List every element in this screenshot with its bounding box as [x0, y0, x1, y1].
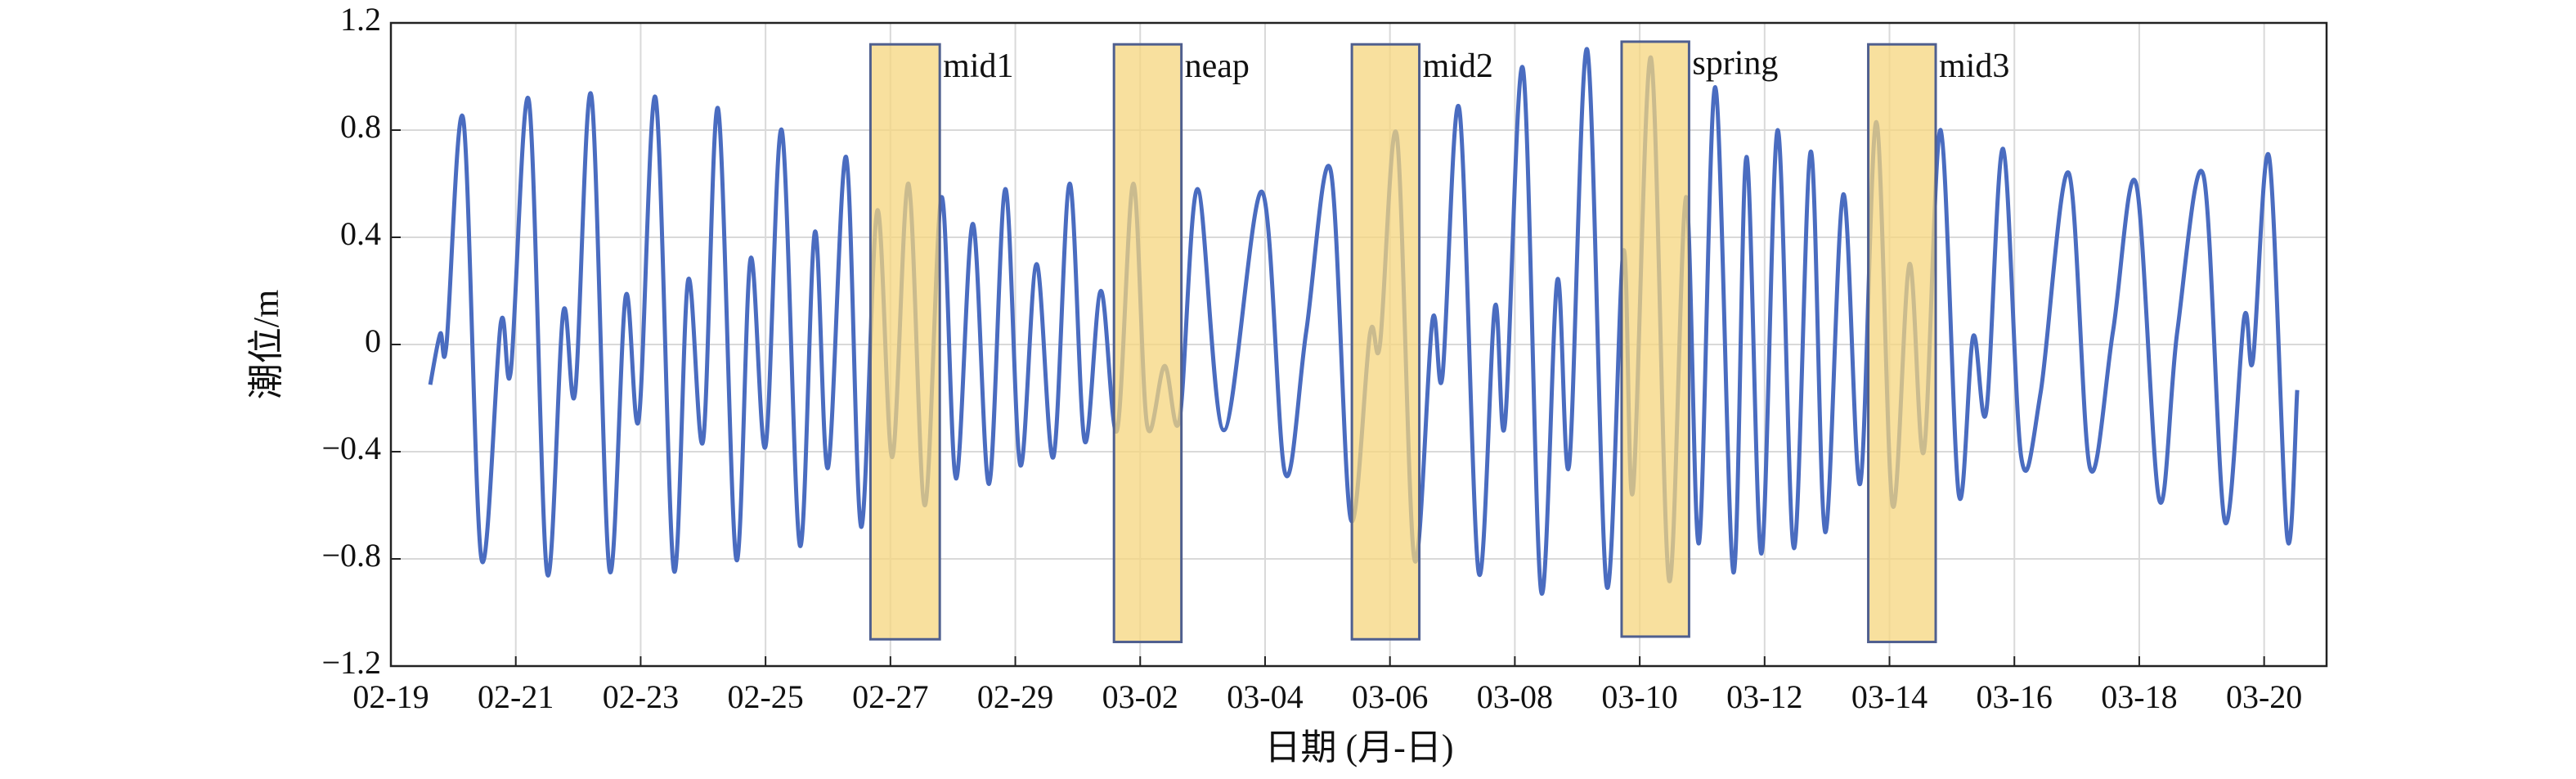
period-box	[868, 43, 941, 641]
period-box	[1350, 43, 1421, 641]
period-box	[1112, 43, 1183, 644]
x-tick-label: 03-16	[1977, 678, 2053, 715]
x-tick-label: 03-14	[1851, 678, 1928, 715]
y-tick-label: −0.4	[321, 430, 381, 466]
x-tick-label: 02-21	[478, 678, 554, 715]
period-box	[1620, 40, 1690, 638]
x-tick-label: 03-18	[2101, 678, 2177, 715]
y-axis-title: 潮位/m	[246, 290, 286, 399]
x-tick-label: 03-02	[1102, 678, 1178, 715]
x-tick-label: 03-08	[1477, 678, 1553, 715]
x-axis-title: 日期 (月-日)	[1265, 727, 1454, 768]
plot-frame	[389, 21, 2328, 668]
y-tick-label: −0.8	[321, 537, 381, 574]
period-label: mid3	[1939, 47, 2009, 85]
y-tick-label: 0	[365, 322, 381, 359]
x-tick-label: 02-23	[603, 678, 679, 715]
x-tick-label: 02-29	[977, 678, 1053, 715]
x-tick-label: 03-12	[1726, 678, 1802, 715]
period-label: mid2	[1423, 47, 1493, 85]
x-tick-label: 03-10	[1601, 678, 1677, 715]
x-tick-label: 03-06	[1352, 678, 1428, 715]
period-label: neap	[1185, 47, 1250, 85]
y-tick-label: −1.2	[321, 644, 381, 681]
x-tick-label: 03-20	[2226, 678, 2302, 715]
y-tick-label: 1.2	[340, 1, 381, 38]
y-tick-label: 0.8	[340, 108, 381, 145]
period-label: spring	[1692, 45, 1778, 83]
period-label: mid1	[943, 47, 1013, 85]
y-tick-label: 0.4	[340, 215, 381, 252]
x-tick-label: 03-04	[1227, 678, 1303, 715]
x-tick-label: 02-25	[727, 678, 803, 715]
period-box	[1867, 43, 1937, 644]
x-tick-label: 02-19	[352, 678, 429, 715]
x-tick-label: 02-27	[852, 678, 928, 715]
